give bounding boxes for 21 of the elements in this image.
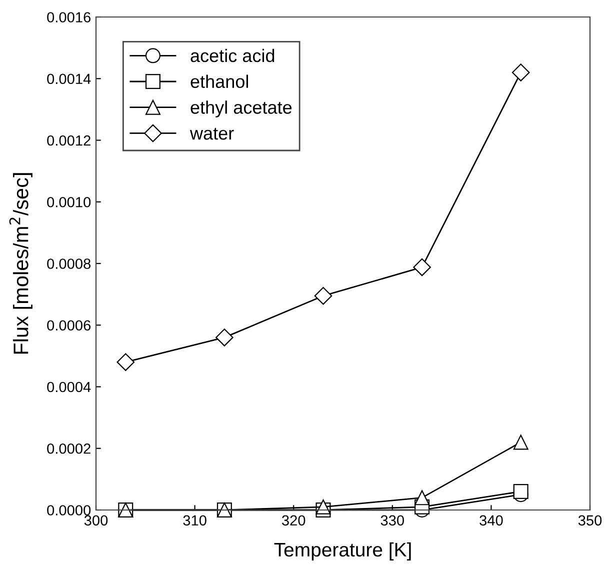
y-tick-label: 0.0016	[47, 12, 90, 22]
legend-label: acetic acid	[190, 48, 274, 62]
y-tick-label: 0.0002	[47, 443, 90, 454]
x-tick-label: 320	[282, 515, 306, 526]
x-tick-label: 340	[480, 515, 503, 526]
legend-label: ethyl acetate	[190, 100, 292, 118]
x-axis-title: Temperature [K]	[274, 542, 411, 560]
x-tick-label: 300	[84, 515, 108, 526]
y-tick-label: 0.0006	[47, 320, 90, 331]
y-tick-label: 0.0014	[47, 74, 91, 84]
y-tick-label: 0.0004	[47, 382, 91, 392]
y-tick-label: 0.0008	[47, 258, 91, 269]
y-tick-label: 0.0010	[47, 196, 91, 208]
y-tick-label: 0.0012	[47, 135, 90, 146]
legend-label: ethanol	[190, 74, 248, 88]
y-tick-label: 0.0000	[47, 505, 91, 516]
x-tick-label: 350	[578, 515, 602, 526]
legend-label: water	[190, 128, 234, 140]
x-tick-label: 310	[183, 515, 206, 526]
x-tick-label: 330	[380, 515, 404, 526]
y-axis-title: Flux [moles/m$^{2}$/sec]	[9, 173, 32, 354]
